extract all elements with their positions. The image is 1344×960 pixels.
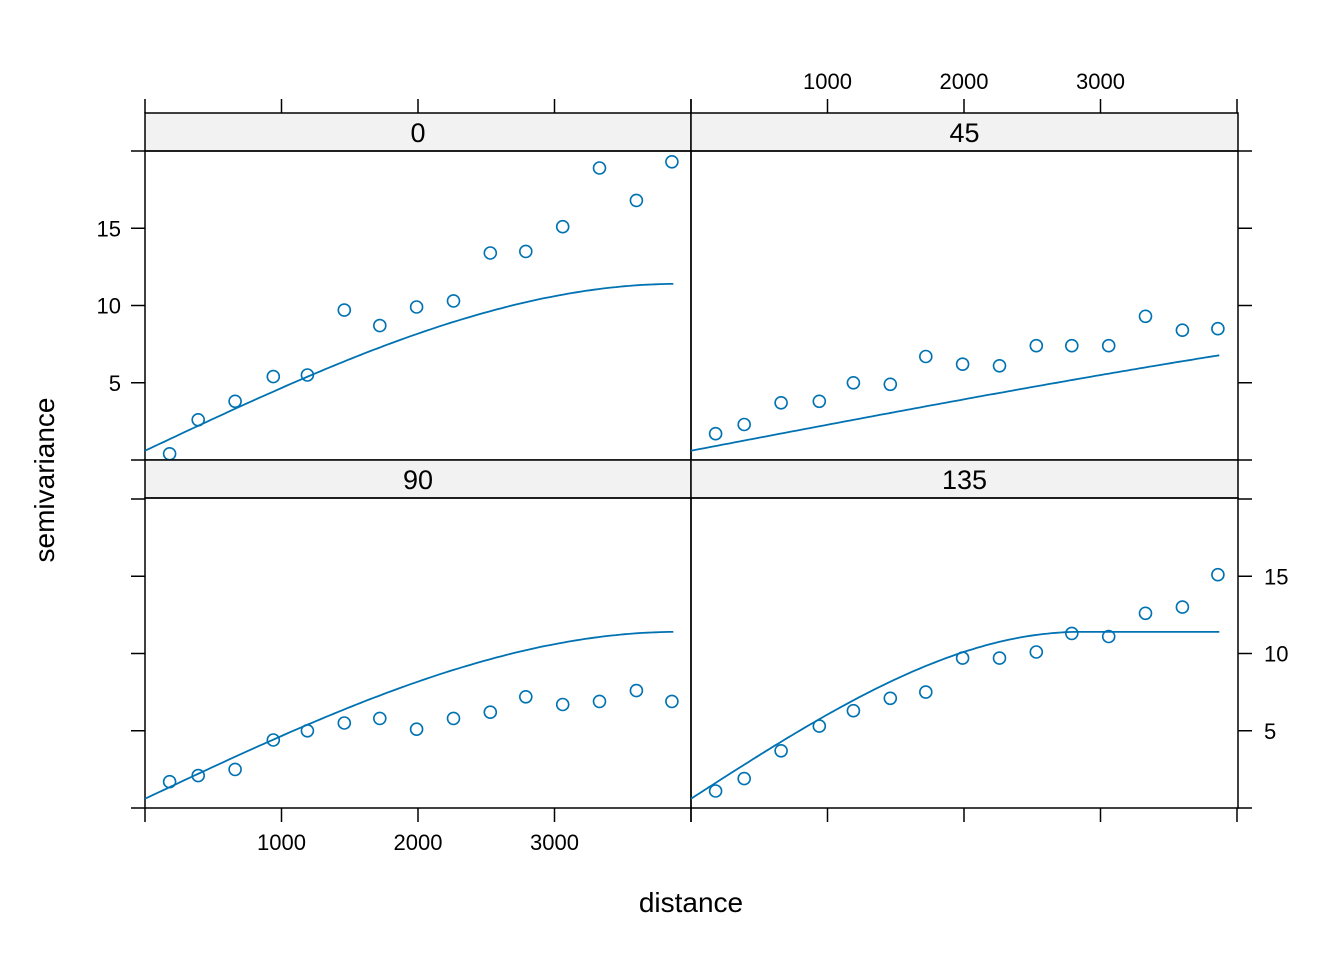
point-90-7 xyxy=(409,722,424,737)
point-90-9 xyxy=(483,705,498,720)
point-45-9 xyxy=(1029,338,1044,353)
top-x-axis-right-tick-label: 1000 xyxy=(803,69,852,94)
point-0-6 xyxy=(372,318,387,333)
right-y-axis-bottom-tick-label: 15 xyxy=(1264,564,1288,589)
x-axis-label: distance xyxy=(639,887,743,918)
point-45-8 xyxy=(992,358,1007,373)
axes: 1000 2000 3000 1000 2000 3000 5 10 15 5 10 15 xyxy=(97,69,1289,855)
panel-45: 45 xyxy=(690,112,1239,461)
point-135-4 xyxy=(846,703,861,718)
point-135-0 xyxy=(708,784,723,798)
model-line-0 xyxy=(144,283,674,452)
point-0-14 xyxy=(665,155,679,169)
point-90-1 xyxy=(191,768,205,783)
point-135-11 xyxy=(1101,629,1116,644)
strip-label-45: 45 xyxy=(949,118,979,148)
point-45-10 xyxy=(1065,338,1079,353)
point-90-10 xyxy=(518,689,533,704)
point-0-12 xyxy=(592,161,607,175)
point-90-12 xyxy=(592,694,607,709)
point-135-14 xyxy=(1211,567,1225,582)
point-0-2 xyxy=(228,394,242,409)
point-90-14 xyxy=(665,694,679,709)
panel-frame-45 xyxy=(690,150,1239,461)
point-90-5 xyxy=(337,716,352,730)
point-135-10 xyxy=(1065,626,1079,641)
point-135-3 xyxy=(812,719,827,733)
point-90-8 xyxy=(446,711,461,726)
model-line-45 xyxy=(690,354,1220,452)
bottom-x-axis-left-tick-label: 3000 xyxy=(530,830,579,855)
y-axis-label: semivariance xyxy=(29,398,60,563)
panel-135: 135 xyxy=(690,459,1239,809)
point-0-8 xyxy=(446,294,461,308)
panel-frame-0 xyxy=(144,150,692,461)
point-45-13 xyxy=(1175,323,1190,338)
point-135-8 xyxy=(992,651,1007,665)
top-x-axis-right-tick-label: 2000 xyxy=(940,69,989,94)
point-90-2 xyxy=(228,762,242,777)
strip-label-0: 0 xyxy=(410,118,425,148)
point-45-3 xyxy=(812,394,827,409)
panel-0: 0 xyxy=(144,112,692,461)
point-90-11 xyxy=(555,697,570,712)
point-135-9 xyxy=(1029,645,1044,659)
point-0-0 xyxy=(162,446,177,461)
point-45-7 xyxy=(955,357,970,372)
point-0-10 xyxy=(518,244,533,259)
point-90-0 xyxy=(162,774,177,789)
point-90-6 xyxy=(372,711,387,726)
point-90-13 xyxy=(629,683,644,698)
point-135-7 xyxy=(955,651,970,665)
point-135-6 xyxy=(918,685,933,699)
point-135-2 xyxy=(774,743,788,758)
left-y-axis-top-tick-label: 10 xyxy=(97,294,121,319)
point-135-12 xyxy=(1138,606,1153,621)
point-45-14 xyxy=(1211,321,1225,336)
point-45-0 xyxy=(708,426,723,441)
right-y-axis-bottom-tick-label: 10 xyxy=(1264,642,1288,667)
point-90-4 xyxy=(300,723,315,738)
model-line-135 xyxy=(690,631,1220,800)
point-0-1 xyxy=(191,412,205,427)
point-0-3 xyxy=(266,369,281,384)
point-0-9 xyxy=(483,246,498,260)
point-90-3 xyxy=(266,733,281,747)
point-135-1 xyxy=(737,771,752,786)
strip-label-90: 90 xyxy=(403,465,433,495)
point-135-5 xyxy=(883,691,898,706)
bottom-x-axis-left-tick-label: 1000 xyxy=(257,830,306,855)
point-45-1 xyxy=(737,417,752,432)
strip-label-135: 135 xyxy=(942,465,987,495)
point-0-7 xyxy=(409,300,424,314)
left-y-axis-top-tick-label: 15 xyxy=(97,216,121,241)
point-45-2 xyxy=(774,395,788,410)
panel-90: 90 xyxy=(144,459,692,809)
point-0-13 xyxy=(629,193,644,208)
strip-45 xyxy=(690,112,1239,152)
point-45-6 xyxy=(918,349,933,364)
right-y-axis-bottom-tick-label: 5 xyxy=(1264,719,1276,744)
left-y-axis-top-tick-label: 5 xyxy=(109,371,121,396)
point-0-4 xyxy=(300,368,315,382)
point-45-12 xyxy=(1138,309,1153,324)
point-45-5 xyxy=(883,377,898,392)
point-0-5 xyxy=(337,303,352,317)
bottom-x-axis-left-tick-label: 2000 xyxy=(394,830,443,855)
point-45-4 xyxy=(846,375,861,390)
strip-135 xyxy=(690,459,1239,499)
point-0-11 xyxy=(555,219,570,234)
point-135-13 xyxy=(1175,600,1190,614)
point-45-11 xyxy=(1101,338,1116,353)
top-x-axis-right-tick-label: 3000 xyxy=(1076,69,1125,94)
model-line-90 xyxy=(144,631,674,800)
strip-0 xyxy=(144,112,692,152)
